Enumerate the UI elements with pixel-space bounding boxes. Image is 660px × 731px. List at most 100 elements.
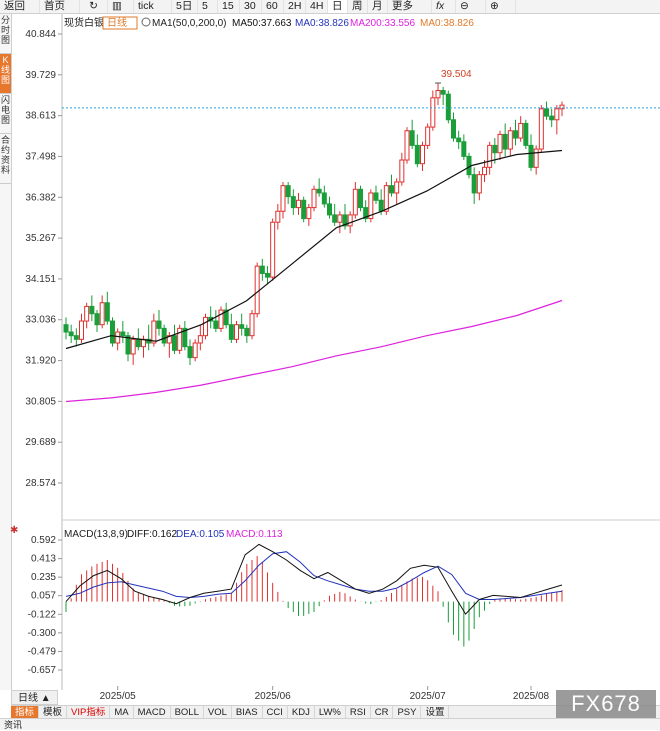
- candle-body: [394, 181, 400, 194]
- candle-body: [146, 338, 152, 344]
- refresh-icon[interactable]: ↻: [80, 0, 108, 13]
- toolbar-2h[interactable]: 2H: [284, 0, 306, 13]
- candle-body: [451, 119, 456, 139]
- candle-body: [228, 324, 234, 340]
- candle-body: [68, 331, 74, 337]
- candle-body: [301, 199, 307, 220]
- candle-body: [373, 192, 379, 201]
- toolbar-15min[interactable]: 15: [218, 0, 240, 13]
- price-legend: 现货白银 日线 MA1(50,0,200,0) MA50:37.663 MA0:…: [64, 16, 474, 30]
- indicator-tab-macd[interactable]: MACD: [134, 706, 171, 719]
- indicator-tab-lw[interactable]: LW%: [315, 706, 346, 719]
- period-select-button[interactable]: 日线 ▲: [11, 690, 58, 705]
- toolbar-5min[interactable]: 5: [198, 0, 218, 13]
- candle-body: [172, 335, 177, 351]
- candle-body: [197, 335, 203, 344]
- candle-body: [358, 188, 363, 209]
- candle-body: [497, 133, 503, 154]
- indicator-tab-vip[interactable]: VIP指标: [67, 706, 111, 719]
- sidebar-item-contract[interactable]: 合约资料: [0, 134, 11, 184]
- macd-tick-label: 0.413: [31, 554, 56, 565]
- indicator-tab-vol[interactable]: VOL: [204, 706, 232, 719]
- macd-area[interactable]: [65, 543, 563, 647]
- macd-settings-icon[interactable]: ✱: [10, 525, 18, 536]
- ma50-line: [65, 149, 563, 350]
- candle-body: [130, 338, 136, 355]
- candle-body: [275, 210, 281, 223]
- x-tick-label: 2025/05: [100, 691, 137, 702]
- status-bar: 资讯: [0, 718, 660, 730]
- indicator-tab-template[interactable]: 模板: [39, 706, 68, 719]
- candle-body: [218, 309, 224, 329]
- indicator-tab-boll[interactable]: BOLL: [171, 706, 204, 719]
- toolbar-4h[interactable]: 4H: [306, 0, 328, 13]
- candle-body: [270, 221, 276, 278]
- candle-body: [94, 313, 100, 326]
- toggle-icon[interactable]: [141, 17, 151, 27]
- indicator-tab-cci[interactable]: CCI: [263, 706, 288, 719]
- period-badge-box: [102, 16, 138, 30]
- indicator-tab-ma[interactable]: MA: [110, 706, 134, 719]
- indicator-tab-settings[interactable]: 设置: [421, 706, 450, 719]
- toolbar-day[interactable]: 日: [328, 0, 348, 13]
- candle-body: [332, 214, 338, 223]
- candle-body: [84, 305, 90, 322]
- candle-body: [265, 272, 270, 278]
- candle-body: [352, 188, 358, 216]
- candle-body: [89, 305, 95, 315]
- macd-tick-label: -0.300: [28, 628, 57, 639]
- candle-body: [440, 90, 446, 95]
- macd-tick-label: -0.657: [28, 665, 57, 676]
- toolbar-more[interactable]: 更多: [388, 0, 432, 13]
- toolbar-back[interactable]: 返回: [0, 0, 40, 13]
- candle-body: [368, 192, 374, 220]
- sidebar-item-kline[interactable]: K线图: [0, 54, 11, 94]
- toolbar-30min[interactable]: 30: [240, 0, 262, 13]
- candle-body: [316, 188, 322, 194]
- indicator-tab-rsi[interactable]: RSI: [346, 706, 371, 719]
- candle-body: [104, 302, 110, 322]
- indicator-tab-main[interactable]: 指标: [11, 706, 40, 719]
- toolbar-5day[interactable]: 5日: [172, 0, 198, 13]
- macd-tick-label: 0.592: [31, 535, 56, 546]
- chart-type-icon[interactable]: ▥: [108, 0, 134, 13]
- candle-body: [203, 316, 208, 337]
- zoom-out-icon[interactable]: ⊖: [456, 0, 486, 13]
- candle-body: [79, 320, 84, 340]
- candles-area[interactable]: 39.504: [62, 69, 660, 403]
- toolbar-week[interactable]: 周: [348, 0, 368, 13]
- candle-body: [502, 133, 508, 150]
- formula-icon[interactable]: fx: [432, 0, 456, 13]
- candle-body: [192, 342, 198, 359]
- price-tick-label: 39.729: [25, 70, 56, 81]
- toolbar-tick[interactable]: tick: [134, 0, 172, 13]
- indicator-tab-kdj[interactable]: KDJ: [288, 706, 315, 719]
- candle-body: [223, 309, 229, 326]
- candle-body: [177, 327, 183, 351]
- macd-name: MACD(13,8,9): [64, 529, 128, 540]
- indicator-tab-bias[interactable]: BIAS: [232, 706, 263, 719]
- candle-body: [445, 93, 451, 121]
- candle-body: [254, 265, 260, 315]
- candle-body: [544, 108, 549, 117]
- sidebar-item-flash[interactable]: 闪电图: [0, 94, 11, 134]
- ma200-line: [65, 299, 563, 403]
- toolbar-60min[interactable]: 60: [262, 0, 284, 13]
- candle-body: [244, 327, 250, 337]
- indicator-tab-cr[interactable]: CR: [371, 706, 394, 719]
- x-tick-label: 2025/07: [410, 691, 447, 702]
- price-tick-label: 33.036: [25, 315, 56, 326]
- toolbar-home[interactable]: 首页: [40, 0, 80, 13]
- sidebar-item-timeshare[interactable]: 分时图: [0, 14, 11, 54]
- toolbar-month[interactable]: 月: [368, 0, 388, 13]
- x-axis: 2025/05 2025/06 2025/07 2025/08: [100, 686, 550, 702]
- candle-body: [430, 97, 436, 128]
- zoom-in-icon[interactable]: ⊕: [486, 0, 516, 13]
- candle-body: [327, 203, 332, 216]
- price-tick-label: 31.920: [25, 356, 56, 367]
- macd-tick-label: 0.057: [31, 591, 56, 602]
- macd-tick-label: -0.122: [28, 609, 57, 620]
- indicator-bar: 指标 模板 VIP指标 MA MACD BOLL VOL BIAS CCI KD…: [11, 705, 660, 719]
- indicator-tab-psy[interactable]: PSY: [393, 706, 422, 719]
